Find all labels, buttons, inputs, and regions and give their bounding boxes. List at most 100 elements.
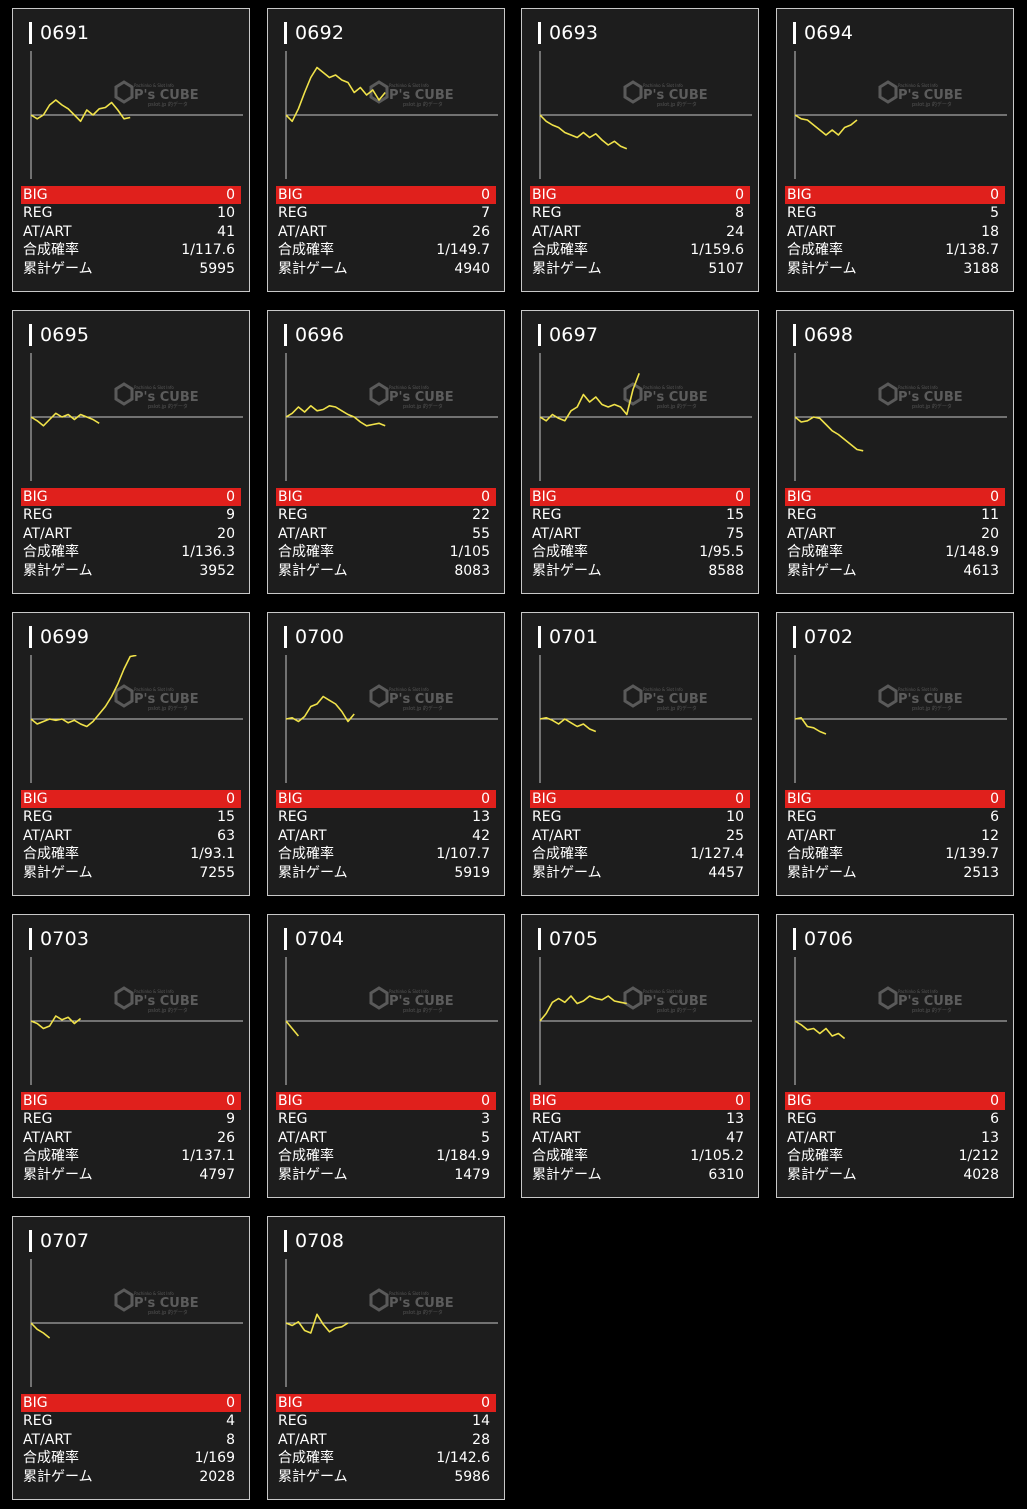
watermark-brand: P's CUBE <box>134 88 199 103</box>
stat-value-prob: 1/169 <box>194 1450 235 1467</box>
stat-value-games: 5995 <box>199 261 235 278</box>
watermark-brand: P's CUBE <box>389 1296 454 1311</box>
stats-table: BIG 0 REG 15 AT/ART 75 合成確率 1/95.5 累計ゲーム 8588 <box>530 488 750 581</box>
watermark-top: Pachinko & Slot Info <box>643 687 683 692</box>
machine-card[interactable]: 0699 BIG 0 REG 15 AT/ART 63 合成確率 1/93.1 累計ゲーム 7255… <box>12 612 250 896</box>
machine-card[interactable]: 0692 BIG 0 REG 7 AT/ART 26 合成確率 1/149.7 累計ゲーム 4940… <box>267 8 505 292</box>
machine-card[interactable]: 0698 BIG 0 REG 11 AT/ART 20 合成確率 1/148.9 累計ゲーム 461… <box>776 310 1014 594</box>
stat-value-atart: 41 <box>217 223 235 240</box>
watermark-bottom: pslot.jp 的データ <box>403 101 443 108</box>
machine-card[interactable]: 0693 BIG 0 REG 8 AT/ART 24 合成確率 1/159.6 累計ゲーム 5107… <box>521 8 759 292</box>
stat-value-reg: 7 <box>481 205 490 221</box>
watermark-bottom: pslot.jp 的データ <box>403 1309 443 1316</box>
machine-card[interactable]: 0704 BIG 0 REG 3 AT/ART 5 合成確率 1/184.9 累計ゲーム 1479 P… <box>267 914 505 1198</box>
stat-label-reg: REG <box>23 507 53 523</box>
stat-value-atart: 8 <box>226 1431 235 1448</box>
watermark-top: Pachinko & Slot Info <box>134 385 174 390</box>
card-header: 0699 <box>29 625 89 649</box>
card-header: 0700 <box>284 625 344 649</box>
cube-logo-icon <box>369 382 389 406</box>
card-header: 0693 <box>538 21 598 45</box>
watermark-bottom: pslot.jp 的データ <box>148 1309 188 1316</box>
watermark-brand: P's CUBE <box>898 88 963 103</box>
stat-row-reg: REG 3 <box>276 1110 496 1129</box>
stats-table: BIG 0 REG 14 AT/ART 28 合成確率 1/142.6 累計ゲーム 5986 <box>276 1394 496 1487</box>
stat-row-reg: REG 8 <box>530 204 750 223</box>
watermark-brand: P's CUBE <box>389 88 454 103</box>
stat-label-games: 累計ゲーム <box>787 1167 857 1184</box>
trend-line <box>539 716 597 733</box>
stat-label-prob: 合成確率 <box>278 1450 334 1467</box>
watermark-top: Pachinko & Slot Info <box>643 989 683 994</box>
stat-value-games: 5107 <box>708 261 744 278</box>
machine-number: 0706 <box>804 928 854 950</box>
stat-row-games: 累計ゲーム 4457 <box>530 864 750 883</box>
machine-card[interactable]: 0703 BIG 0 REG 9 AT/ART 26 合成確率 1/137.1 累計ゲーム 4797… <box>12 914 250 1198</box>
stat-row-reg: REG 13 <box>530 1110 750 1129</box>
machine-card[interactable]: 0691 BIG 0 REG 10 AT/ART 41 合成確率 1/117.6 累計ゲーム 599… <box>12 8 250 292</box>
machine-card[interactable]: 0702 BIG 0 REG 6 AT/ART 12 合成確率 1/139.7 累計ゲーム 2513… <box>776 612 1014 896</box>
stats-table: BIG 0 REG 15 AT/ART 63 合成確率 1/93.1 累計ゲーム 7255 <box>21 790 241 883</box>
stat-value-prob: 1/95.5 <box>699 544 744 561</box>
machine-card[interactable]: 0700 BIG 0 REG 13 AT/ART 42 合成確率 1/107.7 累計ゲーム 591… <box>267 612 505 896</box>
stat-label-reg: REG <box>278 1413 308 1429</box>
watermark-brand: P's CUBE <box>389 994 454 1009</box>
title-marker <box>538 324 541 346</box>
stat-label-reg: REG <box>787 205 817 221</box>
machine-card[interactable]: 0696 BIG 0 REG 22 AT/ART 55 合成確率 1/105 累計ゲーム 8083 P… <box>267 310 505 594</box>
machine-card[interactable]: 0697 BIG 0 REG 15 AT/ART 75 合成確率 1/95.5 累計ゲーム 8588… <box>521 310 759 594</box>
title-marker <box>29 324 32 346</box>
stat-label-games: 累計ゲーム <box>532 261 602 278</box>
machine-number: 0691 <box>40 22 90 44</box>
stat-label-reg: REG <box>787 809 817 825</box>
title-marker <box>538 928 541 950</box>
stats-table: BIG 0 REG 4 AT/ART 8 合成確率 1/169 累計ゲーム 2028 <box>21 1394 241 1487</box>
machine-card[interactable]: 0701 BIG 0 REG 10 AT/ART 25 合成確率 1/127.4 累計ゲーム 445… <box>521 612 759 896</box>
machine-card[interactable]: 0695 BIG 0 REG 9 AT/ART 20 合成確率 1/136.3 累計ゲーム 3952… <box>12 310 250 594</box>
stat-value-reg: 15 <box>726 507 744 523</box>
stat-value-atart: 20 <box>217 525 235 542</box>
stats-table: BIG 0 REG 8 AT/ART 24 合成確率 1/159.6 累計ゲーム 5107 <box>530 186 750 279</box>
machine-card[interactable]: 0708 BIG 0 REG 14 AT/ART 28 合成確率 1/142.6 累計ゲーム 598… <box>267 1216 505 1500</box>
stats-table: BIG 0 REG 7 AT/ART 26 合成確率 1/149.7 累計ゲーム 4940 <box>276 186 496 279</box>
stat-row-games: 累計ゲーム 1479 <box>276 1166 496 1185</box>
stat-label-prob: 合成確率 <box>532 1148 588 1165</box>
stat-row-prob: 合成確率 1/149.7 <box>276 241 496 260</box>
card-header: 0696 <box>284 323 344 347</box>
stat-value-big: 0 <box>990 1093 999 1109</box>
stat-label-atart: AT/ART <box>278 1129 327 1146</box>
stat-label-big: BIG <box>278 489 303 505</box>
machine-card[interactable]: 0707 BIG 0 REG 4 AT/ART 8 合成確率 1/169 累計ゲーム 2028 Pac… <box>12 1216 250 1500</box>
watermark-top: Pachinko & Slot Info <box>389 385 429 390</box>
stat-value-games: 5919 <box>454 865 490 882</box>
stat-value-atart: 42 <box>472 827 490 844</box>
watermark-top: Pachinko & Slot Info <box>898 83 938 88</box>
machine-card[interactable]: 0706 BIG 0 REG 6 AT/ART 13 合成確率 1/212 累計ゲーム 4028 Pa… <box>776 914 1014 1198</box>
machine-card[interactable]: 0705 BIG 0 REG 13 AT/ART 47 合成確率 1/105.2 累計ゲーム 631… <box>521 914 759 1198</box>
stat-row-atart: AT/ART 5 <box>276 1129 496 1148</box>
stat-value-atart: 47 <box>726 1129 744 1146</box>
stat-row-games: 累計ゲーム 5995 <box>21 260 241 279</box>
cube-logo-icon <box>114 382 134 406</box>
stat-label-games: 累計ゲーム <box>787 865 857 882</box>
stat-label-atart: AT/ART <box>278 827 327 844</box>
watermark-brand: P's CUBE <box>643 692 708 707</box>
stat-value-reg: 13 <box>472 809 490 825</box>
stat-row-atart: AT/ART 20 <box>21 525 241 544</box>
stat-value-reg: 3 <box>481 1111 490 1127</box>
stat-row-big: BIG 0 <box>21 186 241 204</box>
stat-row-games: 累計ゲーム 4613 <box>785 562 1005 581</box>
stat-label-atart: AT/ART <box>23 223 72 240</box>
machine-card[interactable]: 0694 BIG 0 REG 5 AT/ART 18 合成確率 1/138.7 累計ゲーム 3188… <box>776 8 1014 292</box>
watermark-brand: P's CUBE <box>643 994 708 1009</box>
stat-label-prob: 合成確率 <box>787 242 843 259</box>
watermark-top: Pachinko & Slot Info <box>134 687 174 692</box>
watermark-brand: P's CUBE <box>898 390 963 405</box>
stat-row-prob: 合成確率 1/127.4 <box>530 845 750 864</box>
